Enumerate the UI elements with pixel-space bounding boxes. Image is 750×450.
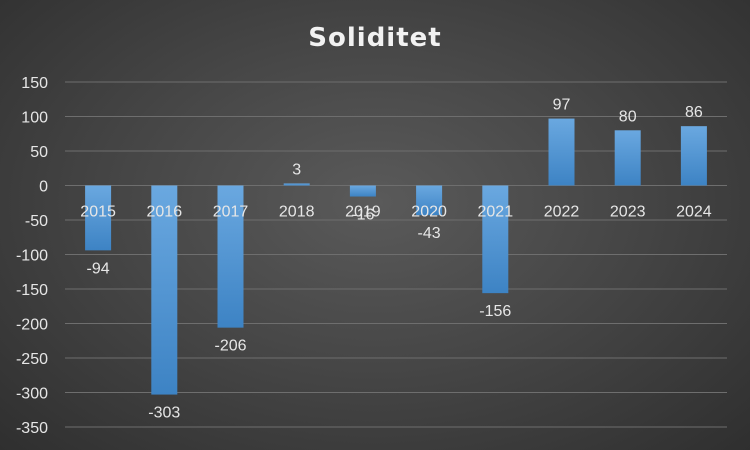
x-tick-label: 2022	[544, 204, 580, 221]
bars	[85, 118, 707, 395]
data-label: 97	[553, 97, 571, 114]
x-tick-label: 2015	[80, 204, 116, 221]
data-label: 3	[292, 161, 301, 178]
y-tick-label: -100	[16, 248, 48, 265]
bar-2021	[482, 185, 509, 294]
bar-2018	[283, 183, 310, 186]
x-tick-label: 2021	[478, 204, 514, 221]
bar-2019	[349, 185, 376, 197]
y-tick-label: -50	[25, 213, 48, 230]
data-labels: -94 -303 -206 3 -16 -43 -156 97 80 86	[87, 97, 703, 422]
bar-2023	[614, 130, 641, 186]
y-tick-label: -300	[16, 386, 48, 403]
data-label: -303	[148, 405, 180, 422]
x-tick-label: 2019	[345, 204, 381, 221]
data-label: -206	[214, 338, 246, 355]
y-tick-label: -350	[16, 420, 48, 437]
bar-2017	[217, 185, 244, 328]
data-label: -16	[351, 207, 374, 224]
y-tick-label: -150	[16, 282, 48, 299]
data-label: 86	[685, 104, 703, 121]
x-axis-ticks: 2015 2016 2017 2018 2019 2020 2021 2022 2023 2024	[80, 204, 711, 221]
x-tick-label: 2023	[610, 204, 646, 221]
y-tick-label: 0	[39, 179, 48, 196]
bar-2024	[680, 126, 707, 186]
y-tick-label: 50	[30, 144, 48, 161]
data-label: -94	[87, 260, 110, 277]
x-tick-label: 2020	[411, 204, 447, 221]
x-tick-label: 2018	[279, 204, 315, 221]
data-label: 80	[619, 108, 637, 125]
x-tick-label: 2016	[147, 204, 183, 221]
data-label: -43	[418, 225, 441, 242]
y-tick-label: -250	[16, 351, 48, 368]
y-axis-ticks: 150 100 50 0 -50 -100 -150 -200 -250 -300 -350	[16, 75, 48, 437]
bar-2022	[548, 118, 575, 186]
x-tick-label: 2017	[213, 204, 249, 221]
bar-2016	[151, 185, 178, 395]
bar-2015	[85, 185, 112, 251]
y-tick-label: -200	[16, 317, 48, 334]
y-tick-label: 150	[21, 75, 48, 92]
x-tick-label: 2024	[676, 204, 712, 221]
chart-title: Soliditet	[308, 23, 441, 53]
y-tick-label: 100	[21, 110, 48, 127]
bar-2020	[416, 185, 443, 216]
data-label: -156	[479, 303, 511, 320]
